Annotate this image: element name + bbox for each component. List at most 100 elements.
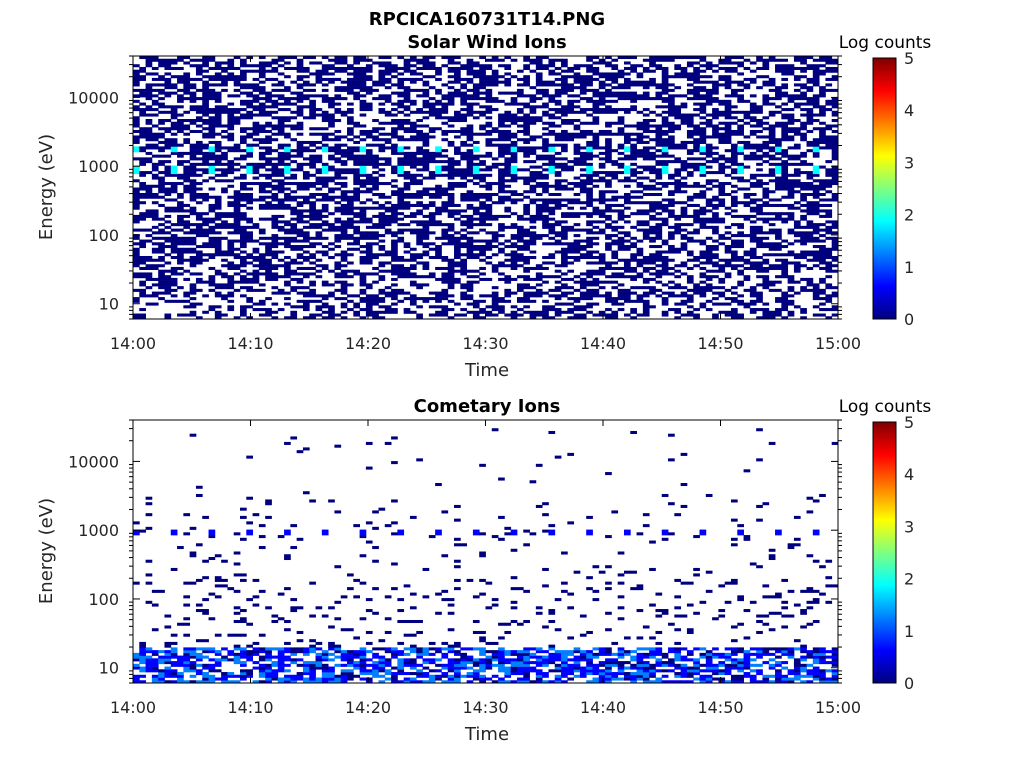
heatmap-cell: [724, 132, 732, 136]
heatmap-cell: [485, 151, 493, 155]
heatmap-cell: [309, 283, 316, 287]
heatmap-cell: [271, 245, 279, 249]
heatmap-cell: [762, 242, 770, 246]
heatmap-cell: [611, 171, 619, 175]
heatmap-cell: [542, 280, 549, 284]
heatmap-cell: [756, 105, 763, 109]
heatmap-cell: [391, 119, 398, 123]
heatmap-cell: [133, 187, 140, 191]
heatmap-cell: [548, 305, 556, 309]
heatmap-cell: [510, 201, 518, 205]
heatmap-cell: [321, 94, 329, 98]
heatmap-cell: [391, 247, 398, 251]
heatmap-cell: [699, 253, 707, 257]
heatmap-cell: [636, 135, 644, 139]
heatmap-cell: [768, 113, 776, 117]
heatmap-cell: [170, 283, 178, 287]
heatmap-cell: [523, 228, 530, 232]
heatmap-cell: [435, 297, 442, 301]
heatmap-cell: [743, 135, 751, 139]
heatmap-cell: [642, 261, 650, 265]
heatmap-cell: [573, 94, 581, 98]
heatmap-cell: [466, 283, 474, 287]
heatmap-cell: [623, 266, 631, 270]
heatmap-cell: [416, 261, 423, 265]
heatmap-cell: [246, 195, 253, 199]
heatmap-cell: [409, 275, 417, 279]
heatmap-cell: [498, 146, 505, 150]
heatmap-cell: [504, 157, 512, 161]
heatmap-cell: [510, 253, 518, 257]
heatmap-cell: [170, 250, 178, 254]
heatmap-cell: [227, 113, 235, 117]
heatmap-cell: [642, 313, 650, 317]
heatmap-cell: [542, 132, 549, 136]
heatmap-cell: [712, 179, 719, 183]
heatmap-cell: [611, 225, 619, 229]
heatmap-cell: [328, 124, 335, 128]
heatmap-cell: [416, 146, 423, 150]
heatmap-cell: [819, 113, 826, 117]
heatmap-cell: [252, 99, 260, 103]
heatmap-cell: [605, 129, 612, 134]
heatmap-cell: [787, 154, 795, 158]
heatmap-cell: [819, 234, 826, 238]
heatmap-cell: [170, 138, 178, 142]
heatmap-cell: [233, 168, 241, 172]
heatmap-cell: [479, 168, 486, 172]
heatmap-cell: [290, 124, 298, 128]
heatmap-cell: [378, 206, 386, 210]
heatmap-cell: [561, 168, 568, 172]
heatmap-cell: [730, 157, 738, 161]
heatmap-cell: [265, 162, 272, 166]
heatmap-cell: [397, 203, 405, 207]
heatmap-cell: [133, 146, 140, 150]
heatmap-cell: [504, 225, 512, 229]
heatmap-cell: [441, 305, 449, 309]
heatmap-cell: [693, 149, 700, 153]
heatmap-cell: [661, 206, 669, 210]
heatmap-cell: [548, 212, 556, 216]
heatmap-cell: [227, 135, 235, 139]
heatmap-cell: [221, 88, 228, 92]
heatmap-cell: [246, 198, 253, 202]
heatmap-cell: [403, 162, 411, 166]
heatmap-cell: [831, 149, 839, 153]
heatmap-cell: [554, 223, 562, 227]
heatmap-cell: [592, 231, 600, 235]
heatmap-cell: [240, 176, 247, 180]
heatmap-cell: [214, 108, 222, 112]
heatmap-cell: [290, 110, 298, 114]
heatmap-cell: [145, 214, 153, 218]
heatmap-cell: [302, 195, 310, 199]
heatmap-cell: [636, 176, 644, 180]
heatmap-cell: [271, 250, 279, 254]
heatmap-cell: [422, 91, 430, 95]
heatmap-cell: [391, 184, 398, 188]
heatmap-cell: [246, 146, 253, 150]
heatmap-cell: [422, 143, 430, 147]
heatmap-cell: [227, 212, 235, 216]
heatmap-cell: [693, 138, 700, 142]
heatmap-cell: [353, 91, 360, 95]
heatmap-cell: [284, 143, 291, 147]
heatmap-cell: [724, 206, 732, 210]
heatmap-cell: [454, 168, 461, 172]
heatmap-cell: [762, 316, 770, 320]
heatmap-cell: [668, 138, 675, 142]
heatmap-cell: [831, 88, 839, 92]
heatmap-cell: [139, 255, 146, 260]
heatmap-cell: [529, 214, 537, 218]
heatmap-cell: [365, 231, 373, 235]
heatmap-cell: [806, 250, 814, 254]
heatmap-cell: [221, 264, 228, 268]
heatmap-cell: [296, 113, 304, 117]
heatmap-cell: [649, 138, 656, 142]
heatmap-cell: [195, 234, 203, 238]
heatmap-cell: [523, 127, 530, 131]
heatmap-cell: [535, 171, 543, 175]
heatmap-cell: [586, 291, 593, 295]
heatmap-cell: [208, 209, 216, 213]
heatmap-cell: [240, 212, 247, 216]
heatmap-cell: [793, 97, 801, 101]
